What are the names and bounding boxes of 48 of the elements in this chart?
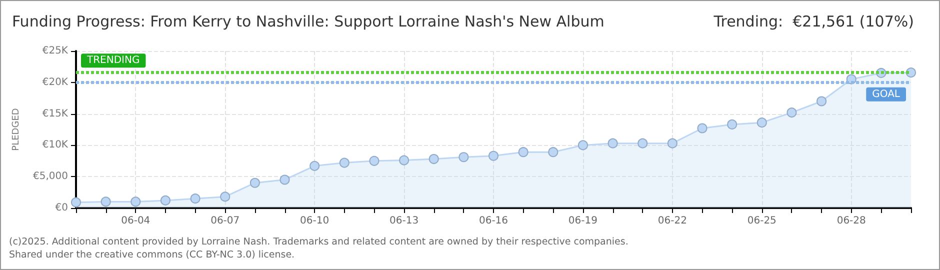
point xyxy=(608,138,618,148)
chart-subtitle: Trending: €21,561 (107%) xyxy=(712,12,914,30)
x-tick-label: 06-28 xyxy=(836,216,866,226)
point xyxy=(190,194,200,204)
point xyxy=(697,123,708,134)
x-tick-label: 06-04 xyxy=(121,216,150,226)
x-tick-label: 06-19 xyxy=(568,216,598,226)
point xyxy=(638,138,648,148)
point xyxy=(578,140,588,150)
ref-line-label: TRENDING xyxy=(86,55,140,66)
x-tick-label: 06-16 xyxy=(478,216,508,226)
point xyxy=(488,150,498,161)
point xyxy=(548,147,558,158)
y-axis-title: PLEDGED xyxy=(12,108,22,151)
x-tick-label: 06-10 xyxy=(300,216,330,226)
point xyxy=(399,155,410,166)
point xyxy=(518,147,528,158)
y-tick-label: €25K xyxy=(42,46,68,56)
x-tick-label: 06-22 xyxy=(658,216,687,226)
point xyxy=(71,197,81,208)
y-tick-label: €20K xyxy=(42,76,68,88)
point xyxy=(428,154,439,164)
y-tick-label: €15K xyxy=(42,108,68,120)
point xyxy=(280,174,290,185)
point xyxy=(310,160,320,171)
y-tick-label: €5,000 xyxy=(33,171,68,182)
y-tick-label: €0 xyxy=(55,202,68,214)
text: Shared under the creative commons (CC BY-NC 3.0) license. xyxy=(9,250,295,260)
point xyxy=(667,138,678,148)
text: (c)2025. Additional content provided by Lorraine Nash. Trademarks and related content are owned by their respective companies. xyxy=(9,236,628,248)
x-tick-label: 06-13 xyxy=(390,216,419,226)
point xyxy=(369,156,380,166)
point xyxy=(786,108,797,118)
point xyxy=(458,152,469,162)
point xyxy=(160,195,170,206)
point xyxy=(727,119,738,130)
y-tick-label: €10K xyxy=(42,140,68,151)
ref-line-label: GOAL xyxy=(872,88,900,100)
point xyxy=(339,158,350,168)
point xyxy=(816,96,827,106)
chart-title: Funding Progress: From Kerry to Nashville: Support Lorraine Nash's New Album xyxy=(12,12,604,30)
point xyxy=(756,118,767,128)
point xyxy=(130,196,141,207)
x-tick-label: 06-25 xyxy=(747,216,776,226)
point xyxy=(100,196,111,207)
x-tick-label: 06-07 xyxy=(210,216,240,226)
point xyxy=(250,178,260,188)
point xyxy=(220,192,230,202)
